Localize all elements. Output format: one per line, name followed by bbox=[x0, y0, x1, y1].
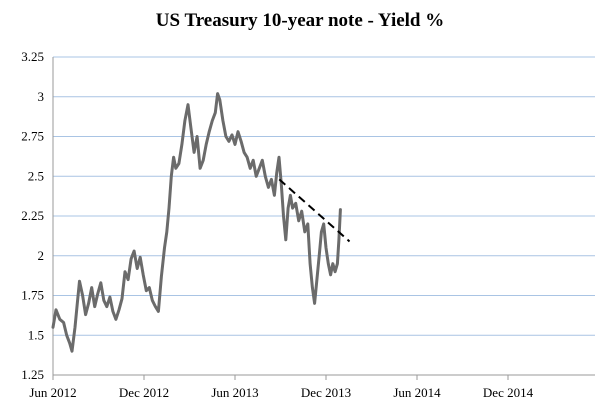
x-tick-label: Dec 2014 bbox=[483, 385, 534, 400]
y-axis-ticks: 1.25 1.5 1.75 2 2.25 2.5 2.75 3 3.25 bbox=[21, 49, 44, 382]
x-tick-label: Dec 2012 bbox=[119, 385, 169, 400]
y-tick-label: 2.5 bbox=[28, 168, 44, 183]
x-tick-label: Dec 2013 bbox=[301, 385, 351, 400]
x-tick-label: Jun 2014 bbox=[393, 385, 441, 400]
yield-series-line bbox=[51, 92, 342, 353]
y-tick-label: 2 bbox=[38, 248, 45, 263]
y-tick-label: 1.5 bbox=[28, 327, 44, 342]
y-tick-label: 2.75 bbox=[21, 129, 44, 144]
y-tick-label: 2.25 bbox=[21, 208, 44, 223]
chart-title: US Treasury 10-year note - Yield % bbox=[156, 10, 445, 31]
y-tick-label: 1.25 bbox=[21, 367, 44, 382]
y-tick-label: 3.25 bbox=[21, 49, 44, 64]
y-tick-label: 1.75 bbox=[21, 288, 44, 303]
x-tick-label: Jun 2013 bbox=[211, 385, 258, 400]
gridlines bbox=[53, 56, 595, 336]
x-tick-label: Jun 2012 bbox=[29, 385, 76, 400]
series-group bbox=[51, 92, 342, 353]
x-axis-ticks: Jun 2012 Dec 2012 Jun 2013 Dec 2013 Jun 2014… bbox=[29, 375, 534, 400]
y-tick-label: 3 bbox=[38, 89, 45, 104]
trend-line bbox=[278, 178, 351, 243]
